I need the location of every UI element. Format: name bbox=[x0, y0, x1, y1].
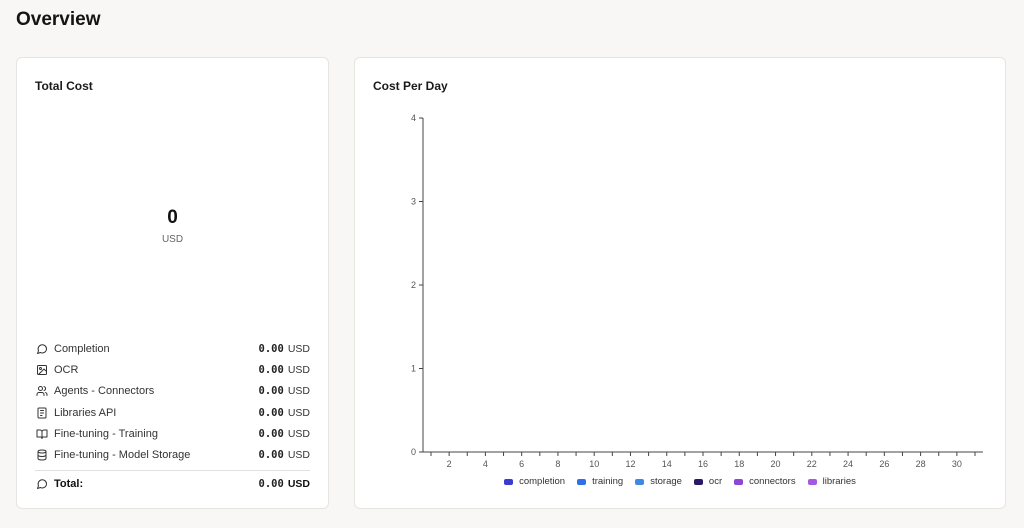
cost-row-label: Fine-tuning - Model Storage bbox=[54, 449, 191, 462]
cost-per-day-title: Cost Per Day bbox=[373, 79, 448, 93]
cost-row-label: Fine-tuning - Training bbox=[54, 427, 158, 440]
x-tick-label: 22 bbox=[807, 459, 817, 469]
legend-item-completion[interactable]: completion bbox=[504, 476, 565, 487]
cost-row-currency: USD bbox=[287, 385, 310, 398]
y-tick-label: 4 bbox=[411, 113, 416, 123]
total-currency: USD bbox=[287, 478, 310, 491]
x-tick-label: 8 bbox=[555, 459, 560, 469]
total-divider bbox=[35, 469, 310, 471]
chat-bubble-icon bbox=[35, 478, 48, 491]
x-tick-label: 28 bbox=[916, 459, 926, 469]
cost-breakdown-list: Completion 0.00 USD OCR 0.00 USD Agents … bbox=[35, 338, 310, 495]
x-tick-label: 16 bbox=[698, 459, 708, 469]
database-icon bbox=[35, 449, 48, 462]
legend-label: libraries bbox=[822, 476, 856, 487]
legend-swatch bbox=[635, 478, 645, 485]
cost-row-label: Agents - Connectors bbox=[54, 385, 155, 398]
cost-row-currency: USD bbox=[287, 342, 310, 355]
x-tick-label: 24 bbox=[843, 459, 853, 469]
legend-label: completion bbox=[519, 476, 566, 487]
x-tick-label: 18 bbox=[734, 459, 744, 469]
cost-row-value: 0.00 bbox=[258, 406, 284, 419]
cost-row-libraries-api: Libraries API 0.00 USD bbox=[35, 402, 310, 423]
x-tick-label: 4 bbox=[483, 459, 488, 469]
cost-row-fine-tuning-training: Fine-tuning - Training 0.00 USD bbox=[35, 423, 310, 444]
cost-row-agents-connectors: Agents - Connectors 0.00 USD bbox=[35, 381, 310, 402]
total-cost-card: Total Cost 0 USD Completion 0.00 USD OCR… bbox=[16, 57, 329, 509]
legend-swatch bbox=[504, 478, 514, 485]
legend-item-training[interactable]: training bbox=[577, 476, 623, 487]
book-open-icon bbox=[35, 427, 48, 440]
cost-row-completion: Completion 0.00 USD bbox=[35, 338, 310, 359]
legend-item-storage[interactable]: storage bbox=[635, 476, 682, 487]
legend-label: training bbox=[592, 476, 624, 487]
legend-swatch bbox=[734, 478, 744, 485]
legend-item-connectors[interactable]: connectors bbox=[734, 476, 796, 487]
x-tick-label: 20 bbox=[771, 459, 781, 469]
library-icon bbox=[35, 406, 48, 419]
y-tick-label: 2 bbox=[411, 280, 416, 290]
legend-swatch bbox=[807, 478, 817, 485]
legend-swatch bbox=[693, 478, 703, 485]
y-tick-label: 3 bbox=[411, 197, 416, 207]
chart-legend: completion training storage ocr connectors li… bbox=[355, 476, 1005, 487]
x-tick-label: 10 bbox=[589, 459, 599, 469]
legend-item-ocr[interactable]: ocr bbox=[693, 476, 723, 487]
x-tick-label: 26 bbox=[879, 459, 889, 469]
legend-swatch bbox=[577, 478, 587, 485]
x-tick-label: 2 bbox=[447, 459, 452, 469]
y-tick-label: 1 bbox=[411, 364, 416, 374]
cost-row-total: Total: 0.00 USD bbox=[35, 474, 310, 495]
cost-row-currency: USD bbox=[287, 363, 310, 376]
total-label: Total: bbox=[54, 478, 84, 491]
cost-row-value: 0.00 bbox=[258, 449, 284, 462]
cost-row-value: 0.00 bbox=[258, 385, 284, 398]
chat-bubble-icon bbox=[35, 342, 48, 355]
cost-row-label: Completion bbox=[54, 342, 110, 355]
legend-label: connectors bbox=[749, 476, 796, 487]
legend-label: ocr bbox=[708, 476, 723, 487]
cost-row-currency: USD bbox=[287, 427, 310, 440]
cost-per-day-card: Cost Per Day 0 1 2 3 4 2 4 6 8 10 12 14 16 18 20 22 24 26… bbox=[354, 57, 1006, 509]
cost-row-fine-tuning-model-storage: Fine-tuning - Model Storage 0.00 USD bbox=[35, 444, 310, 465]
legend-item-libraries[interactable]: libraries bbox=[807, 476, 856, 487]
legend-label: storage bbox=[650, 476, 682, 487]
total-cost-amount: 0 bbox=[167, 207, 178, 228]
total-cost-unit: USD bbox=[161, 234, 184, 245]
x-tick-label: 14 bbox=[662, 459, 672, 469]
total-cost-title: Total Cost bbox=[35, 79, 93, 93]
y-tick-label: 0 bbox=[411, 447, 416, 457]
cost-row-currency: USD bbox=[287, 449, 310, 462]
cost-row-label: Libraries API bbox=[54, 406, 117, 419]
image-icon bbox=[35, 363, 48, 376]
x-tick-label: 12 bbox=[625, 459, 635, 469]
cost-row-ocr: OCR 0.00 USD bbox=[35, 359, 310, 380]
page-title: Overview bbox=[16, 9, 101, 30]
cost-row-value: 0.00 bbox=[258, 427, 284, 440]
total-value: 0.00 bbox=[258, 478, 284, 491]
x-tick-label: 6 bbox=[519, 459, 524, 469]
cost-row-currency: USD bbox=[287, 406, 310, 419]
cost-row-value: 0.00 bbox=[258, 363, 284, 376]
users-icon bbox=[35, 385, 48, 398]
cost-row-value: 0.00 bbox=[258, 342, 284, 355]
x-tick-label: 30 bbox=[952, 459, 962, 469]
cost-row-label: OCR bbox=[54, 363, 79, 376]
